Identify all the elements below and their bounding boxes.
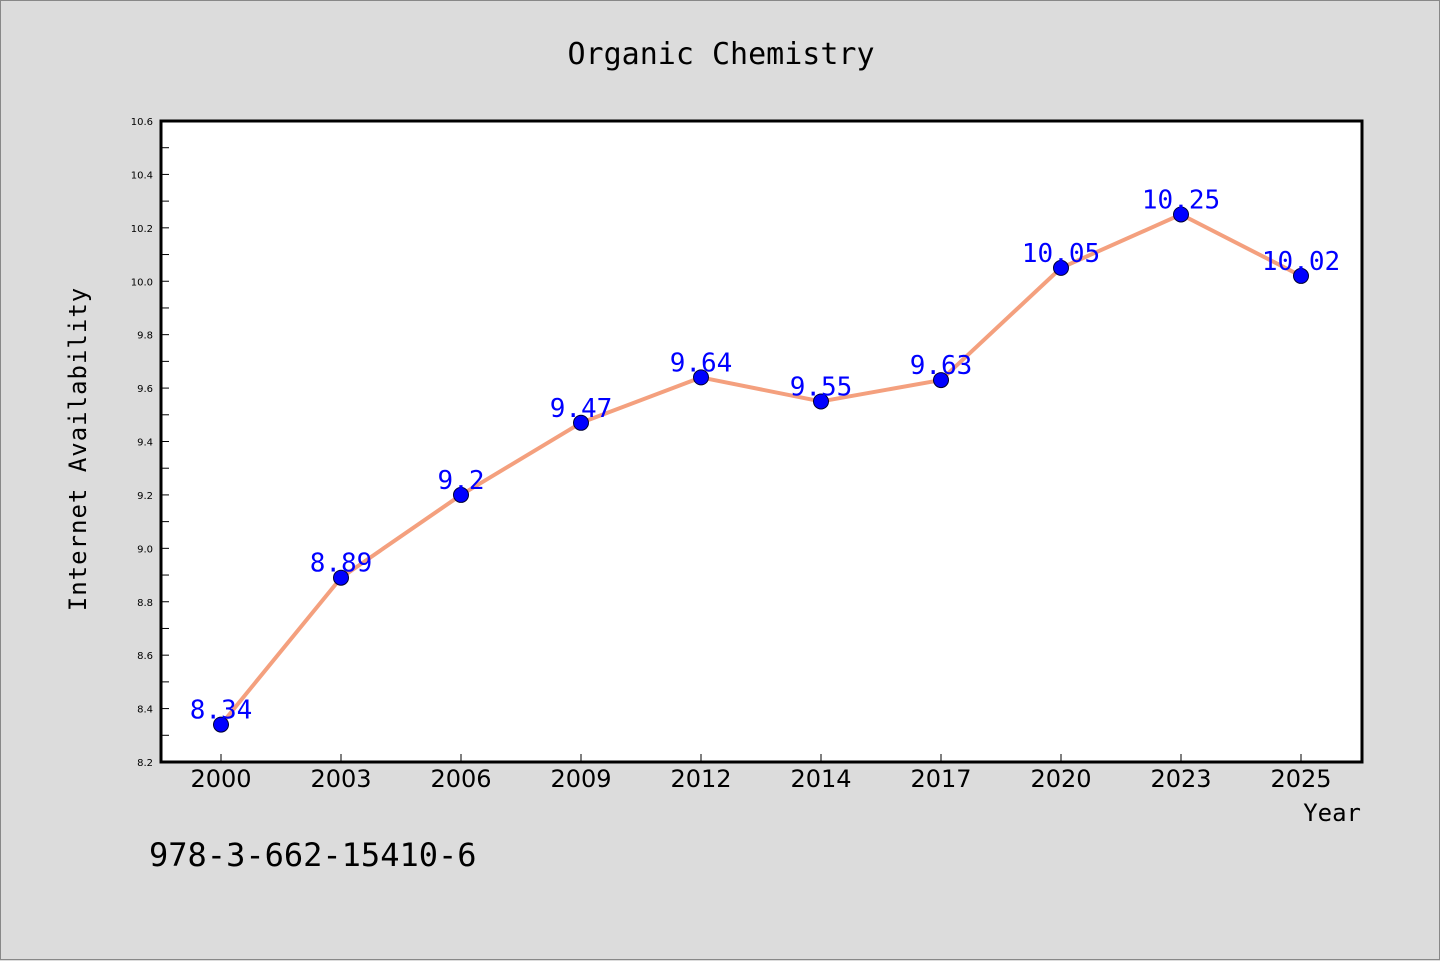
x-tick-label: 2003 — [310, 765, 371, 793]
data-point — [693, 369, 709, 386]
x-tick-label: 2023 — [1150, 765, 1211, 793]
data-label: 9.63 — [910, 351, 973, 381]
series-group — [213, 206, 1309, 733]
data-label: 8.89 — [310, 549, 373, 579]
x-tick-label: 2025 — [1270, 765, 1331, 793]
x-tick-label: 2009 — [550, 765, 611, 793]
x-axis: 2000 2003 2006 2009 2012 2014 2017 2020 2023 2025 — [190, 754, 1332, 793]
data-label: 9.55 — [790, 372, 853, 402]
data-label: 9.64 — [670, 348, 733, 378]
y-tick-label: 10.4 — [131, 170, 153, 181]
x-tick-label: 2020 — [1030, 765, 1091, 793]
plot-area — [159, 119, 1364, 764]
footer-isbn: 978-3-662-15410-6 — [149, 836, 477, 874]
y-tick-label: 9.2 — [137, 491, 153, 502]
data-label: 9.2 — [438, 466, 485, 496]
data-point — [813, 393, 829, 410]
data-point — [1053, 259, 1069, 276]
y-tick-label: 8.2 — [137, 758, 153, 769]
data-label: 8.34 — [190, 696, 253, 726]
data-label: 9.47 — [550, 394, 613, 424]
y-tick-label: 9.6 — [137, 384, 153, 395]
data-label: 10.02 — [1262, 247, 1340, 277]
x-axis-label: Year — [1303, 799, 1361, 827]
series-line — [219, 212, 1302, 726]
y-tick-label: 10.2 — [131, 224, 153, 235]
data-point — [1293, 267, 1309, 284]
y-tick-label: 8.4 — [137, 705, 153, 716]
y-tick-label: 10.0 — [131, 277, 153, 288]
x-tick-label: 2006 — [430, 765, 491, 793]
data-label: 10.25 — [1142, 185, 1220, 215]
data-labels: 8.34 8.89 9.2 9.47 9.64 9.55 9.63 10.05 10.25 10.… — [190, 185, 1340, 725]
x-tick-label: 2014 — [790, 765, 851, 793]
y-tick-label: 9.4 — [137, 438, 153, 449]
x-tick-label: 2012 — [670, 765, 731, 793]
data-label: 10.05 — [1022, 239, 1100, 269]
data-point — [1173, 206, 1189, 223]
y-axis: 8.2 8.4 8.6 8.8 9.0 9.2 9.4 9.6 9.8 10.0 10.2 10.4 1… — [131, 117, 169, 769]
data-point — [453, 486, 469, 503]
y-tick-label: 8.6 — [137, 651, 153, 662]
data-point — [333, 569, 349, 586]
y-tick-label: 10.6 — [131, 117, 153, 128]
y-tick-label: 9.0 — [137, 544, 153, 555]
y-tick-label: 8.8 — [137, 598, 153, 609]
chart-title: Organic Chemistry — [567, 37, 874, 72]
data-point — [933, 372, 949, 389]
data-point — [573, 414, 589, 431]
y-tick-label: 9.8 — [137, 331, 153, 342]
data-point — [213, 716, 229, 733]
x-tick-label: 2017 — [910, 765, 971, 793]
y-axis-label: Internet Availability — [64, 287, 92, 611]
x-tick-label: 2000 — [190, 765, 251, 793]
